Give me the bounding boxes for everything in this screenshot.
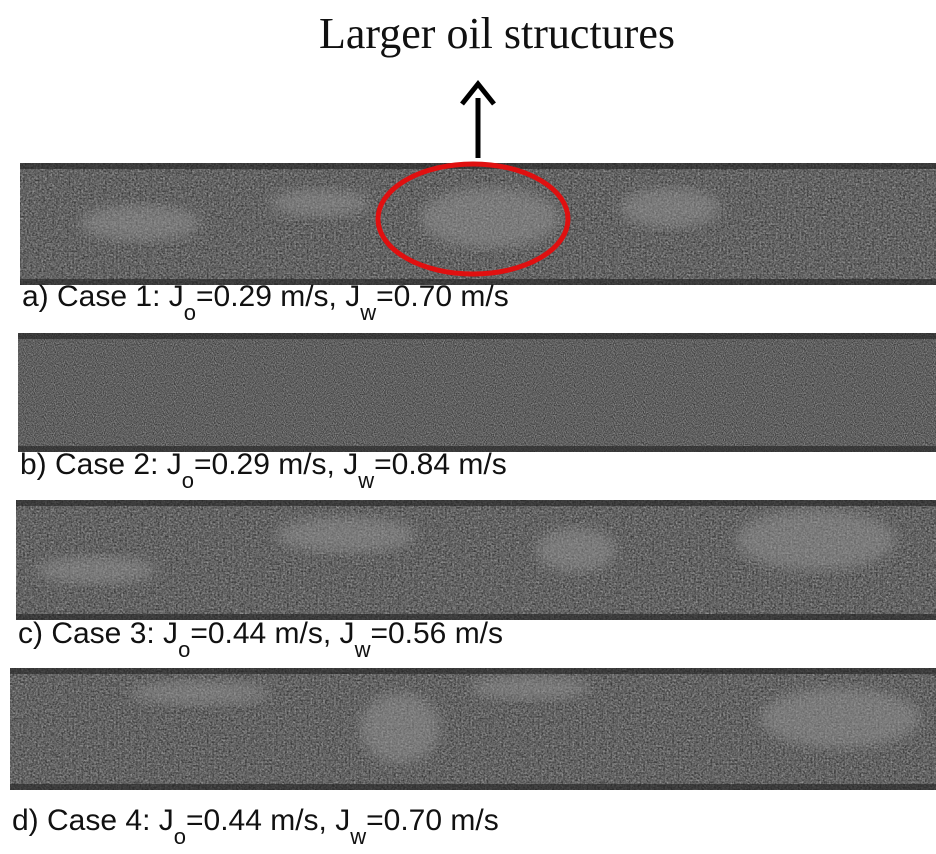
pipe-wall-top (18, 333, 936, 339)
caption-subscript: w (349, 824, 366, 849)
caption-text: b) Case 2: J (20, 448, 182, 481)
caption: c) Case 3: Jo=0.44 m/s, Jw=0.56 m/s (18, 617, 503, 662)
caption-text: a) Case 1: J (22, 280, 184, 313)
caption-text: d) Case 4: J (12, 804, 174, 837)
highlight-ellipse (375, 161, 571, 277)
caption-text: =0.44 m/s, J (186, 804, 350, 837)
photo-texture (18, 333, 936, 452)
caption-text: =0.84 m/s (374, 448, 507, 481)
caption-subscript: o (174, 824, 186, 849)
arrow (460, 79, 496, 158)
caption-subscript: o (184, 300, 196, 325)
caption-text: =0.70 m/s (366, 804, 499, 837)
caption-subscript: w (354, 637, 371, 662)
pipe-wall-top (10, 668, 936, 674)
title: Larger oil structures (319, 9, 675, 58)
pipe-wall-top (16, 500, 936, 506)
photo-texture (20, 163, 936, 285)
pipe-wall-bottom (18, 446, 936, 452)
caption-text: =0.44 m/s, J (190, 617, 354, 650)
pipe-wall-bottom (10, 784, 936, 790)
photo-texture (16, 500, 936, 620)
caption: b) Case 2: Jo=0.29 m/s, Jw=0.84 m/s (20, 448, 507, 493)
caption-subscript: o (182, 468, 194, 493)
caption-text: =0.29 m/s, J (194, 448, 358, 481)
caption-text: =0.29 m/s, J (196, 280, 360, 313)
caption-subscript: w (357, 468, 374, 493)
photo-panel (18, 333, 936, 452)
caption: d) Case 4: Jo=0.44 m/s, Jw=0.70 m/s (12, 804, 499, 849)
pipe-wall-bottom (20, 279, 936, 285)
photo-texture (10, 668, 936, 790)
photo-panel (10, 668, 936, 790)
caption-text: c) Case 3: J (18, 617, 178, 650)
caption-subscript: o (178, 637, 190, 662)
caption-text: =0.70 m/s (376, 280, 509, 313)
caption-text: =0.56 m/s (370, 617, 503, 650)
photo-panel (16, 500, 936, 620)
caption-subscript: w (359, 300, 376, 325)
pipe-wall-bottom (16, 614, 936, 620)
caption: a) Case 1: Jo=0.29 m/s, Jw=0.70 m/s (22, 280, 509, 325)
photo-panel (20, 163, 936, 285)
